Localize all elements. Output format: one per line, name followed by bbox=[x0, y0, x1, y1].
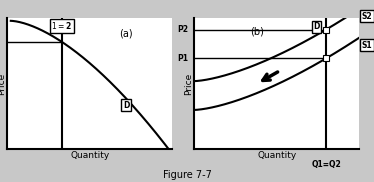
Text: P1=P2: P1=P2 bbox=[0, 37, 1, 46]
Y-axis label: Price: Price bbox=[0, 73, 6, 95]
Text: P1: P1 bbox=[177, 54, 188, 63]
Text: (b): (b) bbox=[250, 26, 264, 36]
Text: Figure 7-7: Figure 7-7 bbox=[163, 170, 211, 180]
Text: D: D bbox=[313, 22, 319, 31]
Text: P2: P2 bbox=[177, 25, 188, 34]
X-axis label: Quantity: Quantity bbox=[70, 151, 109, 160]
Text: Q1=Q2: Q1=Q2 bbox=[311, 160, 341, 169]
X-axis label: Quantity: Quantity bbox=[257, 151, 296, 160]
Y-axis label: Price: Price bbox=[184, 73, 193, 95]
Text: $1=$2: $1=$2 bbox=[51, 20, 72, 31]
Text: (a): (a) bbox=[119, 29, 133, 39]
Text: S1: S1 bbox=[362, 41, 373, 50]
Text: D: D bbox=[123, 101, 129, 110]
Text: S2: S2 bbox=[362, 12, 373, 21]
